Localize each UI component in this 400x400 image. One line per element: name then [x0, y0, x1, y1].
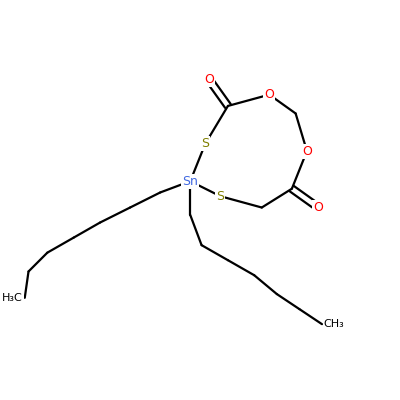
Text: S: S	[216, 190, 224, 203]
Text: O: O	[204, 73, 214, 86]
Text: CH₃: CH₃	[324, 319, 345, 329]
Text: O: O	[313, 201, 323, 214]
Text: S: S	[201, 137, 209, 150]
Text: O: O	[264, 88, 274, 101]
Text: Sn: Sn	[182, 175, 198, 188]
Text: H₃C: H₃C	[2, 293, 23, 303]
Text: O: O	[302, 144, 312, 158]
